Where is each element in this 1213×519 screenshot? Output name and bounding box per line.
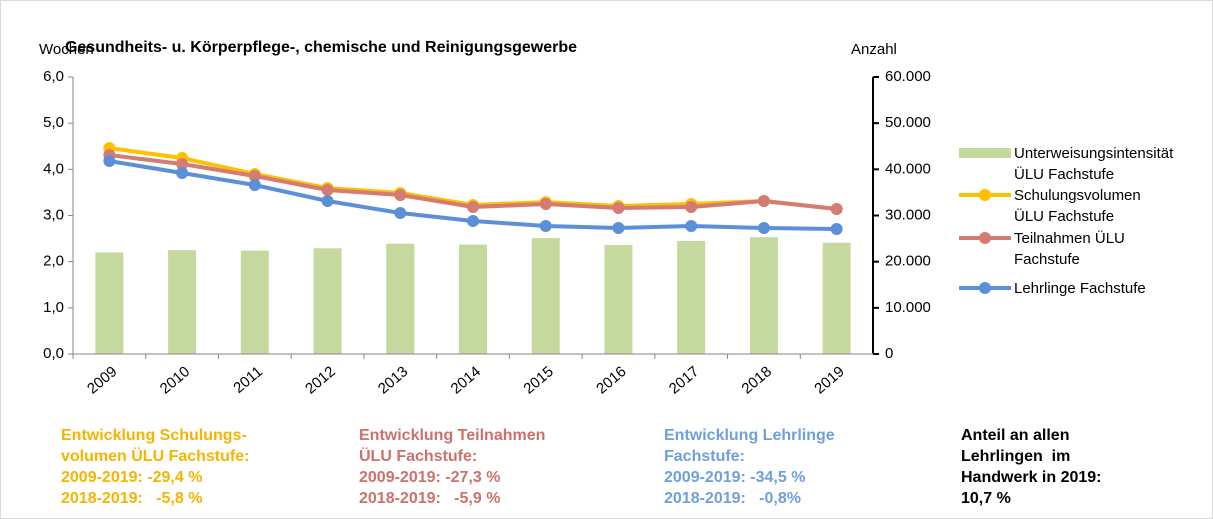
legend-marker xyxy=(979,189,991,201)
line-marker xyxy=(467,214,479,227)
x-tick-label: 2014 xyxy=(448,363,484,397)
line-marker xyxy=(685,219,698,232)
note-line: volumen ÜLU Fachstufe: xyxy=(61,448,250,465)
line-marker xyxy=(176,167,189,180)
y-tick-label: 2,0 xyxy=(43,253,64,270)
legend-label: Schulungsvolumen ÜLU Fachstufe xyxy=(1014,187,1141,225)
line-marker xyxy=(248,179,261,192)
legend-swatch xyxy=(959,148,1011,158)
legend-label: Teilnahmen ÜLU Fachstufe xyxy=(1014,230,1125,268)
line-marker xyxy=(612,201,625,214)
y2-axis-label: Anzahl xyxy=(851,41,897,58)
line-marker xyxy=(830,203,843,216)
chart-title: Gesundheits- u. Körperpflege-, chemische… xyxy=(65,39,577,56)
y2-tick-label: 20.000 xyxy=(885,253,931,270)
note-line: Handwerk in 2019: xyxy=(961,469,1102,486)
line-marker xyxy=(321,195,334,208)
note-line: Entwicklung Schulungs- xyxy=(61,427,247,444)
x-tick-label: 2010 xyxy=(157,363,193,397)
y2-tick-label: 50.000 xyxy=(885,114,931,131)
y-axis-label: Wochen xyxy=(39,41,94,58)
legend-label: Lehrlinge Fachstufe xyxy=(1014,280,1146,297)
note-line: ÜLU Fachstufe: xyxy=(359,448,478,465)
y2-tick-label: 40.000 xyxy=(885,160,931,177)
bar xyxy=(822,242,851,354)
bar xyxy=(95,252,124,354)
note-line: 2009-2019: -27,3 % xyxy=(359,469,501,486)
line-marker xyxy=(539,219,552,232)
bar xyxy=(313,248,342,354)
legend-label: Unterweisungsintensität ÜLU Fachstufe xyxy=(1014,145,1174,183)
line-marker xyxy=(248,170,261,183)
note-line: 2009-2019: -29,4 % xyxy=(61,469,203,486)
y2-tick-label: 30.000 xyxy=(885,206,931,223)
bar xyxy=(386,243,415,354)
line-marker xyxy=(539,198,552,211)
bar xyxy=(168,250,197,354)
y2-tick-label: 0 xyxy=(885,345,893,362)
y2-tick-label: 10.000 xyxy=(885,299,931,316)
note-line: Entwicklung Teilnahmen xyxy=(359,427,546,444)
x-tick-label: 2018 xyxy=(739,363,775,397)
x-tick-label: 2009 xyxy=(84,363,120,397)
y-tick-label: 0,0 xyxy=(43,345,64,362)
x-tick-label: 2013 xyxy=(375,363,411,397)
x-tick-label: 2012 xyxy=(302,363,338,397)
line-marker xyxy=(467,201,479,214)
y-tick-label: 6,0 xyxy=(43,68,64,85)
bar xyxy=(531,238,560,354)
legend-marker xyxy=(979,232,991,244)
note-line: 2018-2019: -0,8% xyxy=(664,490,801,507)
bar xyxy=(459,244,487,354)
x-tick-label: 2017 xyxy=(666,363,702,397)
y-tick-label: 4,0 xyxy=(43,160,64,177)
note-line: 2018-2019: -5,9 % xyxy=(359,490,501,507)
bar xyxy=(677,240,706,354)
line-marker xyxy=(830,223,843,236)
note-line: 2009-2019: -34,5 % xyxy=(664,469,806,486)
y-tick-label: 1,0 xyxy=(43,299,64,316)
line-marker xyxy=(394,207,407,220)
note-line: Lehrlingen im xyxy=(961,448,1071,465)
note-line: Anteil an allen xyxy=(961,427,1070,444)
x-tick-label: 2016 xyxy=(593,363,629,397)
legend-marker xyxy=(979,282,991,294)
bar xyxy=(749,237,778,354)
x-tick-label: 2011 xyxy=(230,363,266,397)
note-line: 10,7 % xyxy=(961,490,1011,507)
line-marker xyxy=(176,158,189,171)
note-line: Entwicklung Lehrlinge xyxy=(664,427,835,444)
bar xyxy=(604,245,633,354)
line-marker xyxy=(757,195,770,208)
line-marker xyxy=(321,184,334,197)
bar xyxy=(240,250,269,354)
line-marker xyxy=(612,222,625,235)
y2-tick-label: 60.000 xyxy=(885,68,931,85)
line-marker xyxy=(757,222,770,235)
line-marker xyxy=(685,201,698,214)
y-tick-label: 3,0 xyxy=(43,206,64,223)
line-marker xyxy=(103,155,116,168)
y-tick-label: 5,0 xyxy=(43,114,64,131)
note-line: Fachstufe: xyxy=(664,448,745,465)
x-tick-label: 2019 xyxy=(811,363,847,397)
note-line: 2018-2019: -5,8 % xyxy=(61,490,203,507)
x-tick-label: 2015 xyxy=(520,363,556,397)
line-marker xyxy=(394,189,407,202)
